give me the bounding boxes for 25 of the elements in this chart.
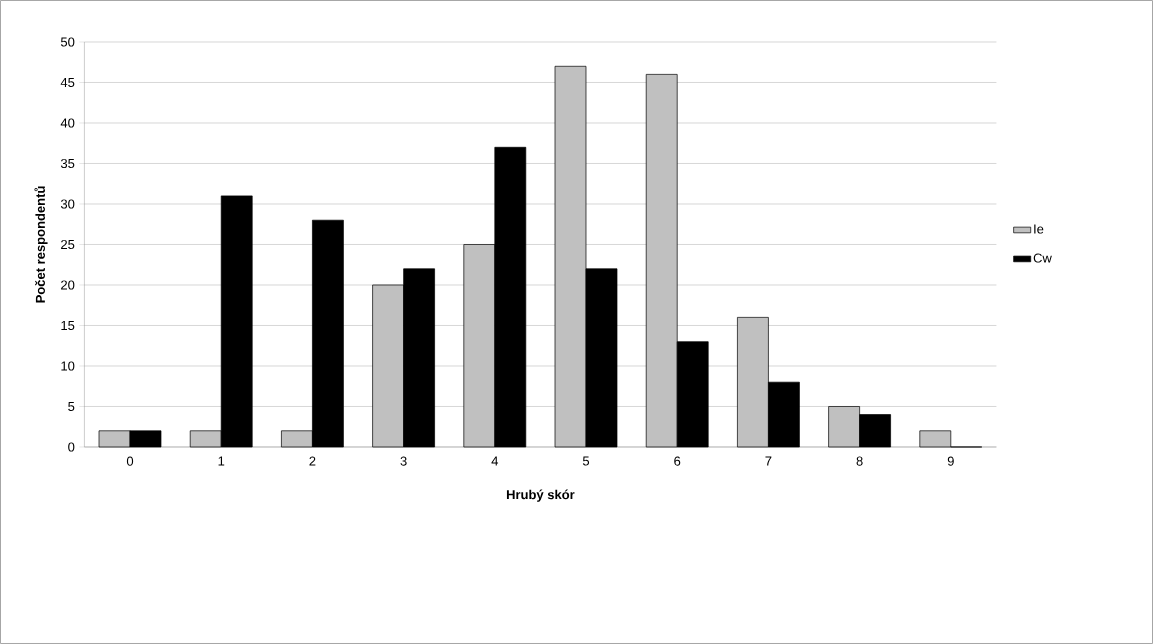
y-tick-label: 10 [61, 361, 75, 371]
y-tick-label: 25 [61, 239, 75, 250]
y-tick-label: 15 [61, 320, 75, 331]
y-tick-label: 40 [60, 118, 75, 128]
y-tick-label: 20 [61, 280, 75, 290]
y-tick-label: 30 [60, 199, 75, 209]
y-tick-label: 50 [60, 37, 75, 47]
x-tick-label: 4 [491, 456, 499, 466]
legend-label: Cw [1033, 253, 1052, 263]
y-axis-title: Počet respondentů [34, 186, 48, 303]
y-tick-label: 45 [60, 77, 75, 88]
x-tick-label: 3 [400, 456, 407, 466]
x-tick-label: 9 [947, 456, 954, 466]
x-tick-label: 1 [218, 456, 225, 466]
legend-label: Ie [1034, 224, 1044, 234]
x-tick-label: 5 [582, 456, 590, 466]
y-tick-label: 35 [60, 158, 75, 169]
x-tick-label: 7 [765, 456, 772, 466]
x-tick-label: 6 [674, 456, 681, 466]
y-tick-label: 5 [68, 401, 75, 412]
x-axis-title: Hrubý skór [506, 489, 575, 502]
y-tick-label: 0 [68, 442, 75, 452]
x-tick-label: 0 [126, 456, 134, 466]
x-tick-label: 8 [856, 456, 863, 466]
x-tick-label: 2 [309, 456, 316, 466]
